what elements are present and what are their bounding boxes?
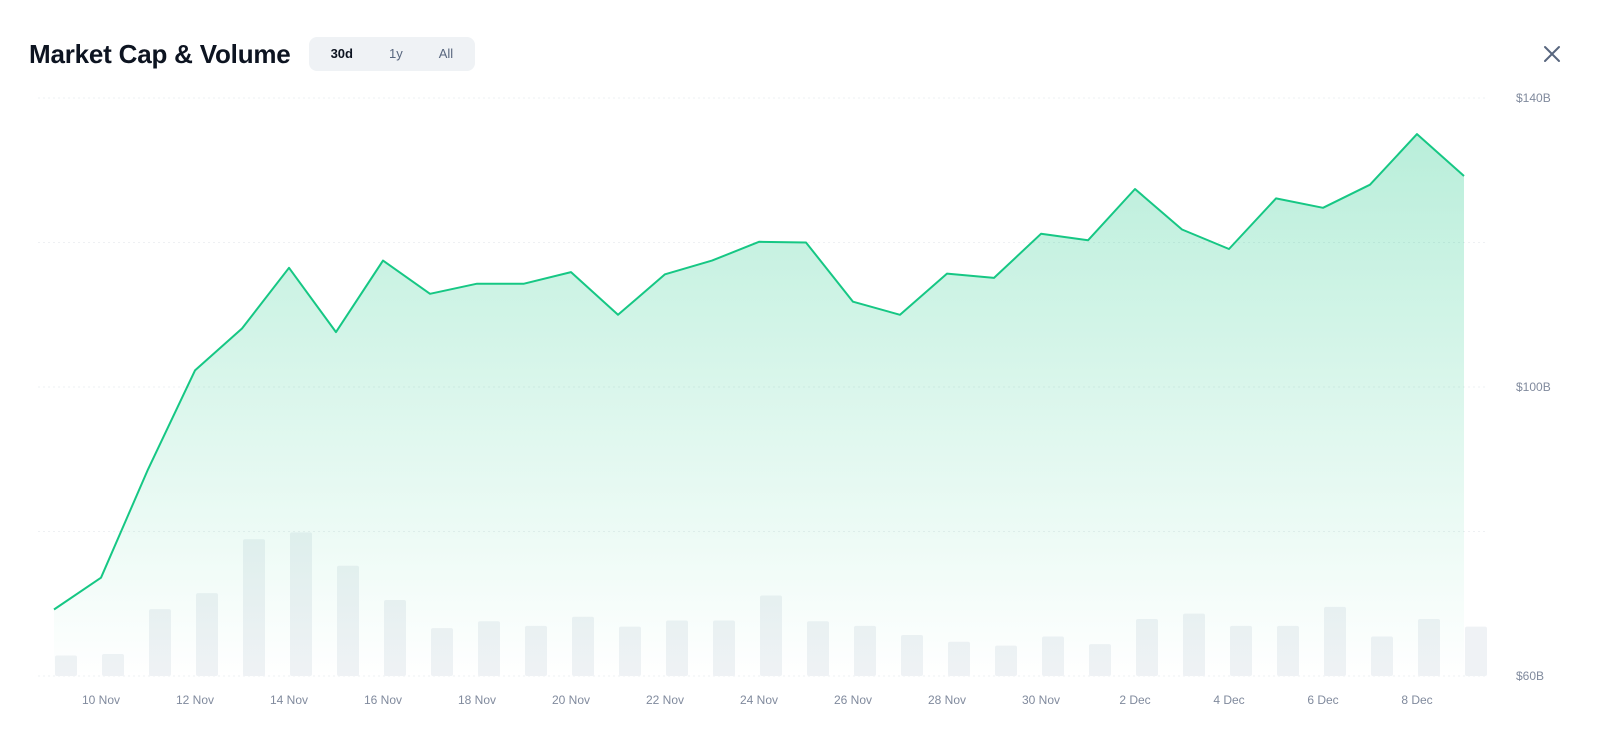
page-title: Market Cap & Volume (29, 38, 291, 69)
x-tick-label: 12 Nov (176, 693, 214, 707)
x-tick-label: 8 Dec (1401, 693, 1432, 707)
x-tick-label: 20 Nov (552, 693, 590, 707)
x-tick-label: 14 Nov (270, 693, 308, 707)
y-tick-label: $100B (1516, 380, 1551, 394)
x-tick-label: 10 Nov (82, 693, 120, 707)
x-tick-label: 26 Nov (834, 693, 872, 707)
market-cap-area-fill (54, 134, 1464, 677)
x-tick-label: 18 Nov (458, 693, 496, 707)
y-tick-label: $140B (1516, 91, 1551, 105)
y-axis-ticks: $140B $100B $60B (1516, 91, 1551, 683)
tab-1y[interactable]: 1y (388, 46, 403, 61)
x-tick-label: 28 Nov (928, 693, 966, 707)
market-cap-line (53, 133, 1465, 611)
x-tick-label: 22 Nov (646, 693, 684, 707)
y-tick-label: $60B (1516, 669, 1544, 683)
chart-header: Market Cap & Volume 30d 1y All (29, 36, 476, 72)
volume-bar (1465, 626, 1487, 676)
close-icon (1544, 46, 1560, 62)
close-button[interactable] (1540, 42, 1564, 66)
tab-all[interactable]: All (438, 46, 454, 61)
x-axis-ticks: 10 Nov 12 Nov 14 Nov 16 Nov 18 Nov 20 Nov 22 N… (82, 693, 1433, 707)
x-tick-label: 30 Nov (1022, 693, 1060, 707)
x-tick-label: 2 Dec (1119, 693, 1150, 707)
x-tick-label: 6 Dec (1307, 693, 1338, 707)
market-cap-area (53, 133, 1465, 677)
x-tick-label: 24 Nov (740, 693, 778, 707)
x-tick-label: 16 Nov (364, 693, 402, 707)
tab-30d[interactable]: 30d (330, 46, 353, 61)
range-tabs: 30d 1y All (308, 37, 476, 71)
x-tick-label: 4 Dec (1213, 693, 1244, 707)
